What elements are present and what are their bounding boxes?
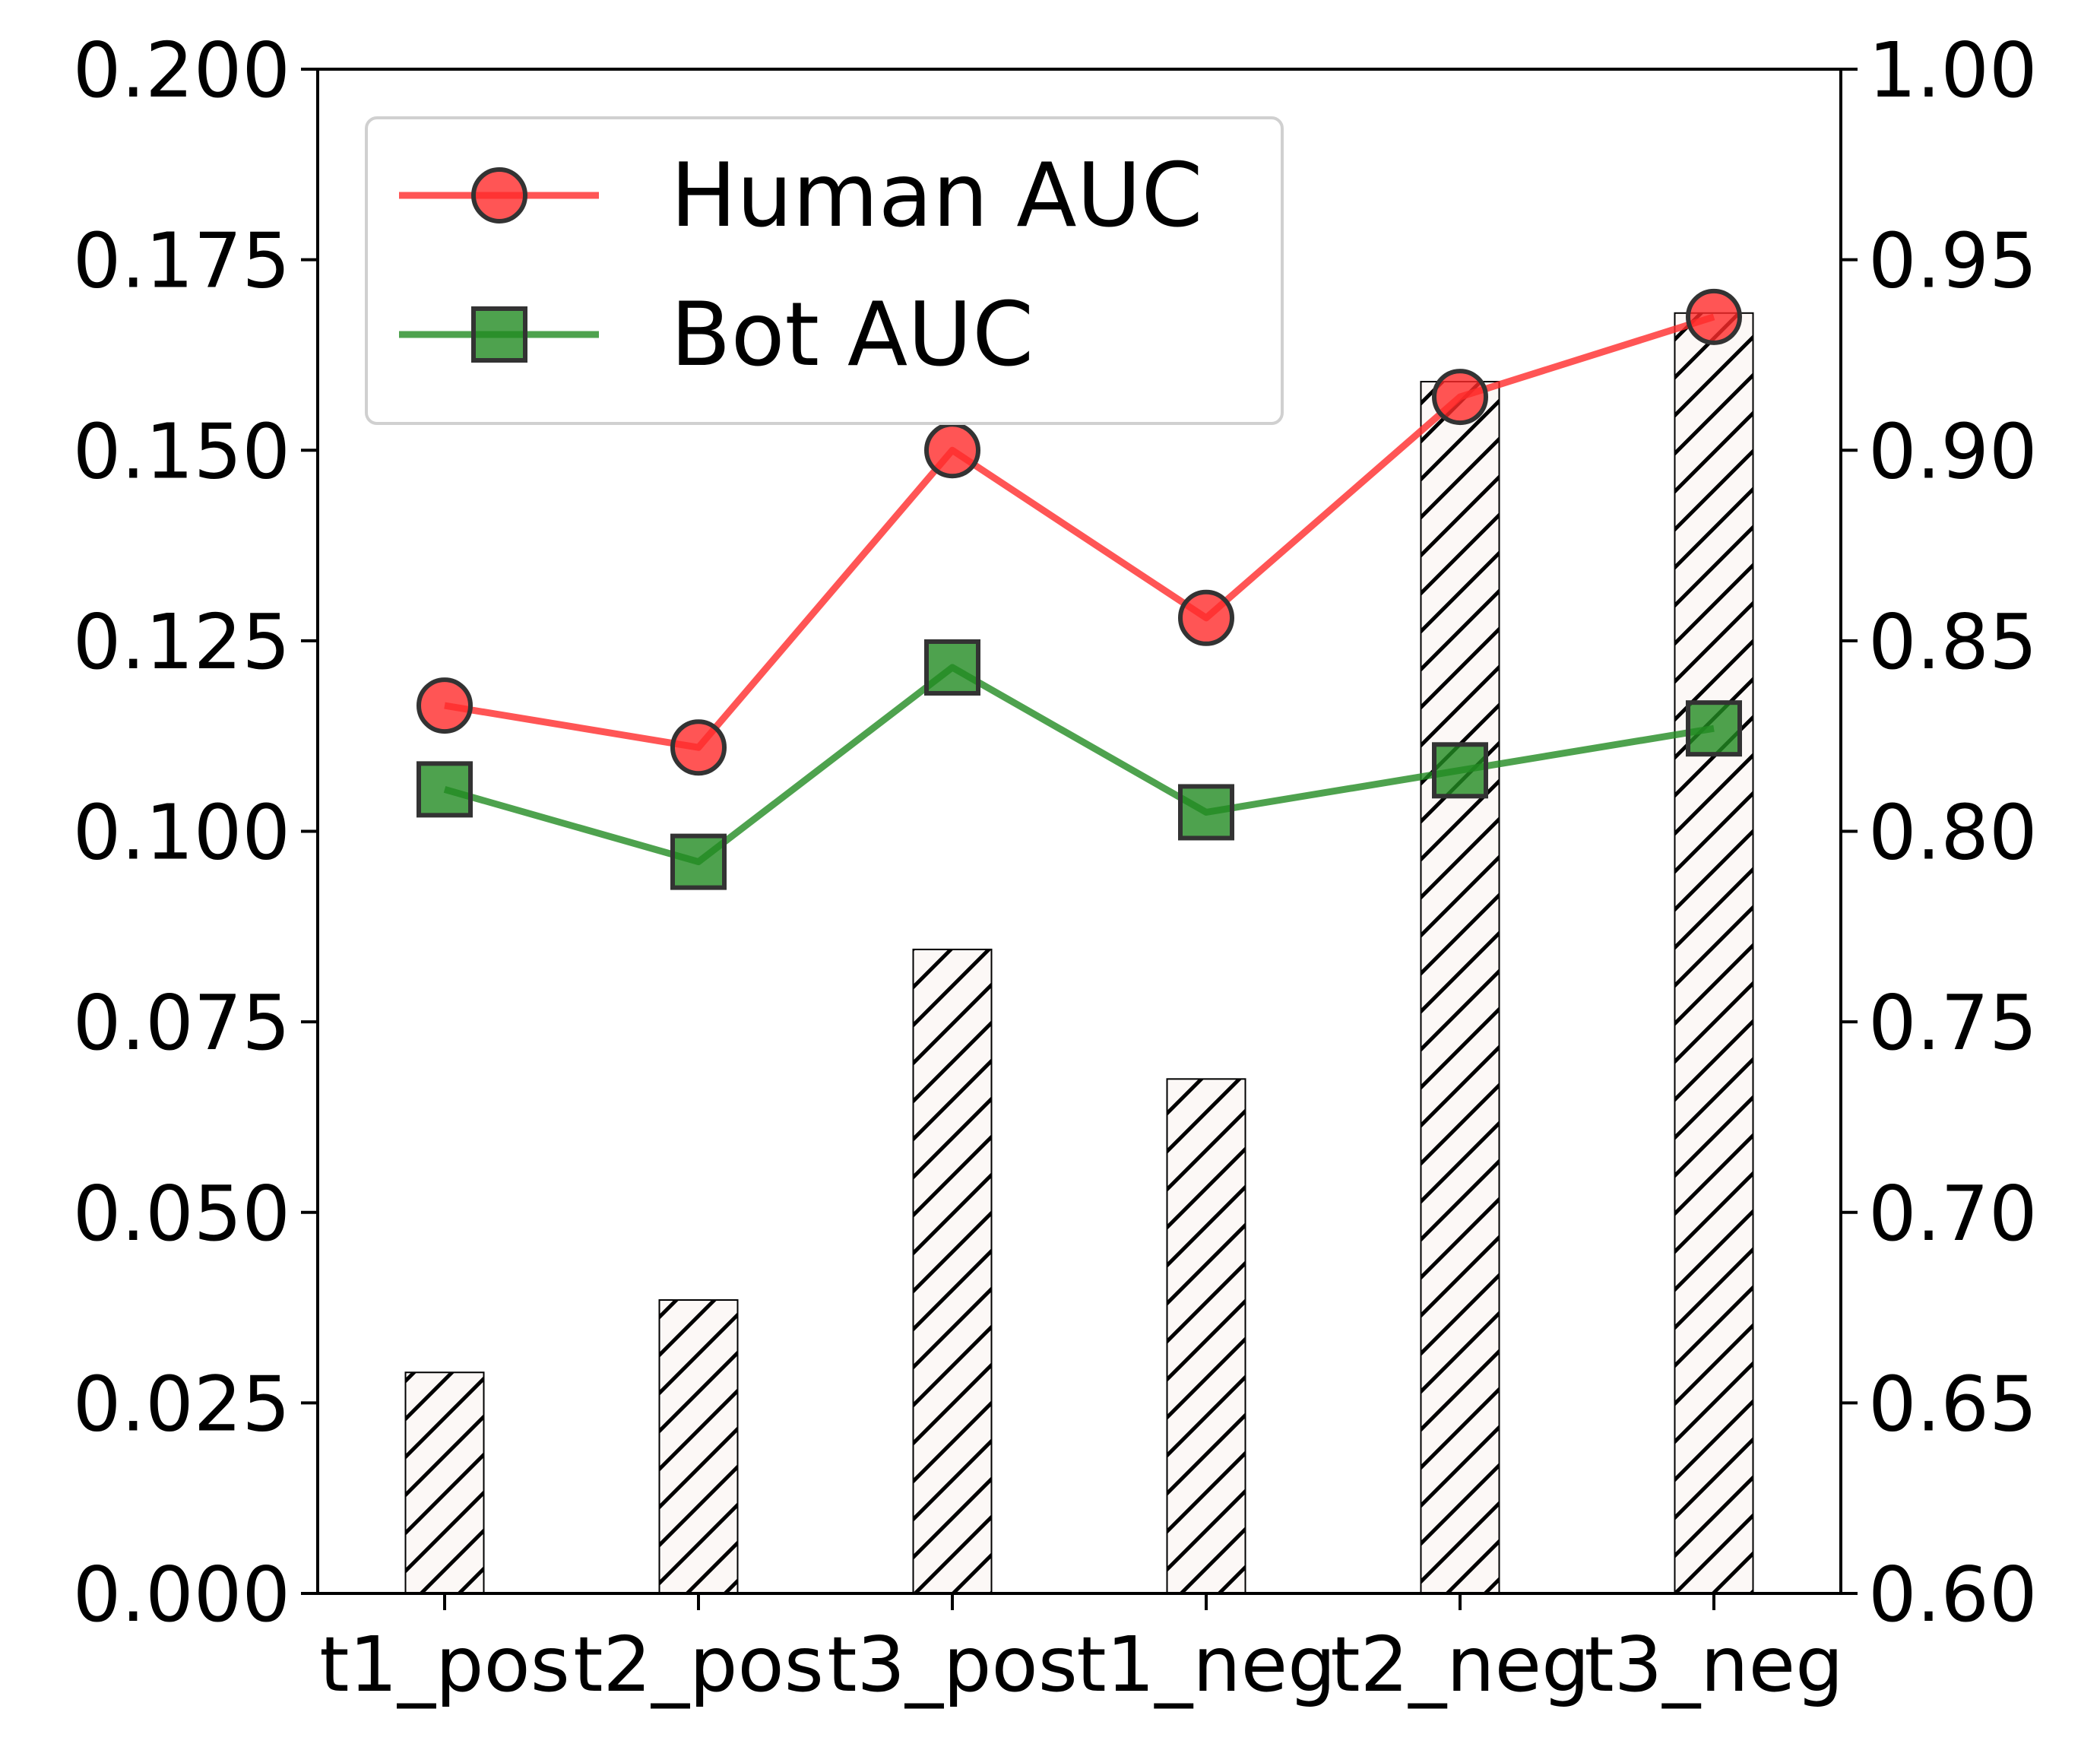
legend: Human AUC Bot AUC (365, 116, 1284, 425)
point-human-auc-t1_pos (417, 677, 473, 734)
left-tick-label: 0.025 (73, 1359, 290, 1448)
x-tick-label: t1_pos (319, 1620, 570, 1709)
point-bot-auc-t2_neg (1432, 742, 1488, 799)
x-tick-label: t1_neg (1076, 1620, 1335, 1709)
right-tick-label: 0.75 (1868, 978, 2038, 1067)
right-tick-label: 0.70 (1868, 1169, 2038, 1258)
right-tick-label: 0.60 (1868, 1550, 2038, 1639)
lines-layer (417, 288, 1742, 890)
point-bot-auc-t3_pos (924, 639, 980, 696)
right-tick-label: 0.90 (1868, 407, 2038, 496)
left-tick-label: 0.150 (73, 407, 290, 496)
legend-marker-bot (471, 306, 527, 363)
x-tick-label: t3_neg (1584, 1620, 1843, 1709)
bar-t1_pos (404, 1371, 485, 1595)
bar-t3_neg (1674, 312, 1754, 1594)
point-human-auc-t3_pos (924, 422, 980, 479)
bars-layer (404, 312, 1754, 1595)
series-line-human-auc (444, 313, 1715, 751)
right-tick-label: 0.80 (1868, 788, 2038, 877)
x-tick-label: t2_pos (573, 1620, 824, 1709)
point-bot-auc-t1_pos (417, 761, 473, 818)
left-tick-label: 0.050 (73, 1169, 290, 1258)
left-tick-label: 0.000 (73, 1550, 290, 1639)
point-human-auc-t1_neg (1178, 589, 1234, 646)
point-bot-auc-t2_pos (670, 833, 727, 890)
left-tick-label: 0.175 (73, 217, 290, 306)
legend-label-bot: Bot AUC (670, 284, 1034, 386)
bar-t2_pos (658, 1299, 739, 1594)
point-human-auc-t2_pos (670, 719, 727, 776)
x-tick-label: t2_neg (1330, 1620, 1589, 1709)
right-tick-label: 1.00 (1868, 26, 2038, 115)
left-tick-label: 0.200 (73, 26, 290, 115)
right-tick-label: 0.85 (1868, 598, 2038, 686)
legend-marker-human (471, 167, 527, 224)
x-tick-label: t3_pos (827, 1620, 1078, 1709)
point-bot-auc-t3_neg (1686, 700, 1742, 757)
point-human-auc-t3_neg (1686, 288, 1742, 345)
bar-t2_neg (1420, 381, 1500, 1594)
point-bot-auc-t1_neg (1178, 784, 1234, 841)
series-line-bot-auc (443, 664, 1715, 866)
bar-t1_neg (1166, 1078, 1246, 1594)
legend-label-human: Human AUC (670, 144, 1202, 247)
left-tick-label: 0.100 (73, 788, 290, 877)
left-tick-label: 0.125 (73, 598, 290, 686)
right-tick-label: 0.95 (1868, 217, 2038, 306)
left-tick-label: 0.075 (73, 978, 290, 1067)
point-human-auc-t2_neg (1432, 369, 1488, 426)
right-tick-label: 0.65 (1868, 1359, 2038, 1448)
bar-t3_pos (912, 948, 993, 1594)
axes-layer: 0.000 0.025 0.050 0.075 0.100 0.125 0.150 0.175… (73, 26, 2038, 1709)
